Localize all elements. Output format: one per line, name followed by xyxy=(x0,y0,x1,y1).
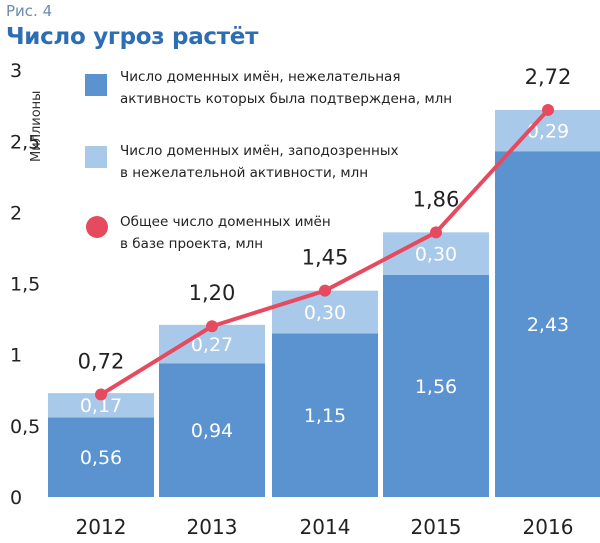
legend-line: Общее число доменных имён xyxy=(120,214,331,230)
y-axis-label: Миллионы xyxy=(29,91,44,162)
x-tick-label: 2016 xyxy=(523,515,574,539)
chart-title: Число угроз растёт xyxy=(6,24,259,50)
bar-confirmed xyxy=(495,151,600,497)
data-label-total: 0,72 xyxy=(78,350,125,374)
bar-confirmed xyxy=(383,275,489,497)
legend-line: в базе проекта, млн xyxy=(120,236,264,252)
legend-label-suspected: Число доменных имён, заподозренных в неж… xyxy=(120,140,398,184)
legend-label-total: Общее число доменных имён в базе проекта… xyxy=(120,211,331,255)
legend-line: в нежелательной активности, млн xyxy=(120,165,369,181)
x-tick-label: 2012 xyxy=(76,515,127,539)
total-point xyxy=(206,320,218,333)
bar-confirmed xyxy=(48,417,154,497)
x-tick-label: 2014 xyxy=(300,515,351,539)
bar-confirmed xyxy=(159,363,265,497)
y-tick-label: 0 xyxy=(10,487,22,509)
y-tick-label: 1,5 xyxy=(10,274,40,296)
data-label-confirmed: 0,56 xyxy=(80,447,122,469)
data-label-confirmed: 1,15 xyxy=(304,405,346,427)
y-tick-label: 2 xyxy=(10,202,22,224)
data-label-suspected: 0,30 xyxy=(304,302,346,324)
data-label-suspected: 0,17 xyxy=(80,395,122,417)
data-label-suspected: 0,30 xyxy=(415,244,457,266)
y-tick-label: 1 xyxy=(10,345,22,367)
data-label-confirmed: 0,94 xyxy=(191,420,233,442)
y-tick-label: 2,5 xyxy=(10,131,40,153)
bars: 0,56 0,17 0,94 0,27 1,15 0,30 1,56 0,30 2,43 0,29 xyxy=(48,109,600,497)
legend-line: Число доменных имён, заподозренных xyxy=(120,143,399,159)
legend-swatch-suspected xyxy=(85,146,107,168)
x-tick-label: 2015 xyxy=(411,515,462,539)
bar-suspected xyxy=(495,109,600,152)
total-point xyxy=(430,226,442,239)
data-label-total: 2,72 xyxy=(525,65,572,89)
y-axis-ticks: 0 0,5 1 1,5 2 2,5 3 xyxy=(10,60,40,509)
total-line: 0,72 1,20 1,45 1,86 2,72 xyxy=(78,65,572,401)
data-label-confirmed: 2,43 xyxy=(527,314,569,336)
bar-suspected xyxy=(383,232,489,276)
data-label-total: 1,45 xyxy=(302,246,349,270)
figure-label: Рис. 4 xyxy=(6,2,53,20)
y-tick-label: 3 xyxy=(10,60,22,82)
data-label-suspected: 0,29 xyxy=(527,121,569,143)
bar-suspected xyxy=(272,290,378,334)
total-point xyxy=(319,284,331,297)
total-point xyxy=(95,388,107,401)
data-label-total: 1,20 xyxy=(189,281,236,305)
total-point xyxy=(542,103,554,116)
y-tick-label: 0,5 xyxy=(10,416,40,438)
legend-line: активность которых была подтверждена, мл… xyxy=(120,91,453,107)
legend-swatch-confirmed xyxy=(85,74,107,96)
x-axis-ticks: 2012 2013 2014 2015 2016 xyxy=(76,515,574,539)
legend-line: Число доменных имён, нежелательная xyxy=(120,69,401,85)
data-label-suspected: 0,27 xyxy=(191,334,233,356)
data-label-confirmed: 1,56 xyxy=(415,376,457,398)
legend-label-confirmed: Число доменных имён, нежелательная актив… xyxy=(120,66,452,110)
bar-confirmed xyxy=(272,333,378,497)
x-tick-label: 2013 xyxy=(187,515,238,539)
data-label-total: 1,86 xyxy=(413,187,460,211)
